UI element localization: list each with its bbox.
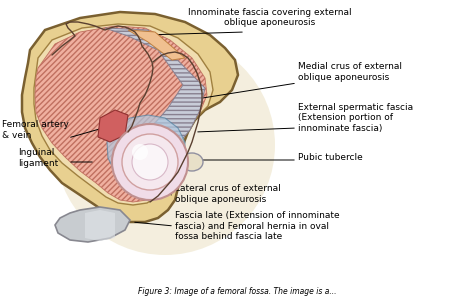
Circle shape: [132, 144, 148, 160]
Polygon shape: [105, 28, 205, 183]
Circle shape: [132, 144, 168, 180]
Polygon shape: [35, 26, 207, 202]
Polygon shape: [98, 110, 128, 142]
Text: Medial crus of external
oblique aponeurosis: Medial crus of external oblique aponeuro…: [298, 62, 402, 82]
Circle shape: [122, 134, 178, 190]
Polygon shape: [34, 24, 213, 205]
Circle shape: [112, 124, 188, 200]
Text: Innominate fascia covering external
oblique aponeurosis: Innominate fascia covering external obli…: [188, 8, 352, 27]
Text: External spermatic fascia
(Extension portion of
innominate fascia): External spermatic fascia (Extension por…: [298, 103, 413, 133]
Text: Pubic tubercle: Pubic tubercle: [298, 154, 363, 163]
Text: Figure 3: Image of a femoral fossa. The image is a...: Figure 3: Image of a femoral fossa. The …: [138, 288, 336, 296]
Polygon shape: [22, 12, 238, 222]
Text: Fascia late (Extension of innominate
fascia) and Femoral hernia in oval
fossa be: Fascia late (Extension of innominate fas…: [175, 211, 340, 241]
Polygon shape: [55, 207, 130, 242]
Text: Femoral artery
& vein: Femoral artery & vein: [2, 120, 69, 140]
Text: Lateral crus of external
oblique aponeurosis: Lateral crus of external oblique aponeur…: [175, 184, 281, 204]
Polygon shape: [107, 115, 185, 185]
Polygon shape: [128, 30, 185, 60]
Polygon shape: [85, 210, 115, 241]
Text: Inguinal
ligament: Inguinal ligament: [18, 148, 58, 168]
Ellipse shape: [55, 35, 275, 255]
Ellipse shape: [181, 153, 203, 171]
